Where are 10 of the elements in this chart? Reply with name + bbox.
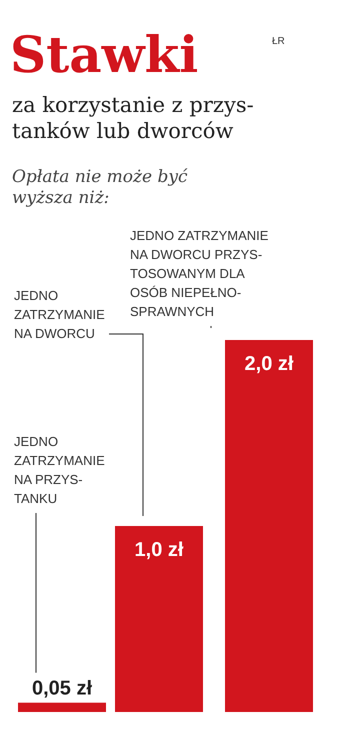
- chart-title: Stawki: [10, 25, 198, 84]
- data-label: 2,0 zł: [244, 353, 294, 375]
- data-label: 1,0 zł: [134, 539, 184, 561]
- text: ŁR: [272, 36, 285, 47]
- annotation: JEDNO ZATRZYMANIE NA DWORCU: [14, 288, 106, 341]
- chart-subtitle: za korzystanie z przys- tanków lub dworców: [12, 93, 254, 143]
- annotation: JEDNO ZATRZYMANIE NA PRZYS- TANKU: [14, 434, 106, 506]
- text: JEDNO ZATRZYMANIE NA DWORCU PRZYS- TOSOWANYM DLA OSÓB NIEPEŁNO- SPRAWNYCH: [130, 228, 269, 319]
- text: Opłata nie może być wyższa niż:: [12, 167, 188, 208]
- data-label: 0,05 zł: [32, 678, 92, 700]
